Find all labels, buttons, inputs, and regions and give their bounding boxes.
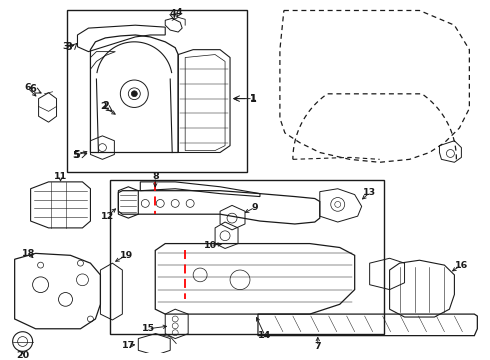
Text: 12: 12 (101, 212, 114, 221)
Text: 18: 18 (22, 249, 35, 258)
Text: 2: 2 (100, 102, 107, 111)
Text: 10: 10 (203, 241, 217, 250)
Text: 7: 7 (315, 342, 321, 351)
Text: 19: 19 (120, 251, 133, 260)
Text: 15: 15 (142, 324, 155, 333)
Text: 11: 11 (54, 172, 67, 181)
Text: 4: 4 (170, 9, 176, 19)
Bar (110, 180, 384, 334)
Text: 3: 3 (62, 42, 69, 51)
Text: 20: 20 (16, 351, 29, 360)
Circle shape (131, 91, 137, 97)
Text: 5: 5 (72, 151, 79, 160)
Text: 4: 4 (176, 8, 182, 17)
Text: 1: 1 (250, 94, 256, 103)
Text: 6: 6 (29, 84, 36, 94)
Text: 13: 13 (363, 188, 376, 197)
Text: 3: 3 (66, 42, 73, 52)
Text: 14: 14 (258, 331, 271, 340)
Text: 8: 8 (152, 172, 159, 181)
Text: 17: 17 (122, 341, 135, 350)
Text: 2: 2 (102, 102, 109, 112)
Text: 1: 1 (249, 94, 256, 104)
Text: 16: 16 (455, 261, 468, 270)
Bar (67, 10, 247, 172)
Text: 6: 6 (24, 84, 31, 93)
Text: 5: 5 (74, 150, 80, 161)
Text: 9: 9 (252, 203, 258, 212)
